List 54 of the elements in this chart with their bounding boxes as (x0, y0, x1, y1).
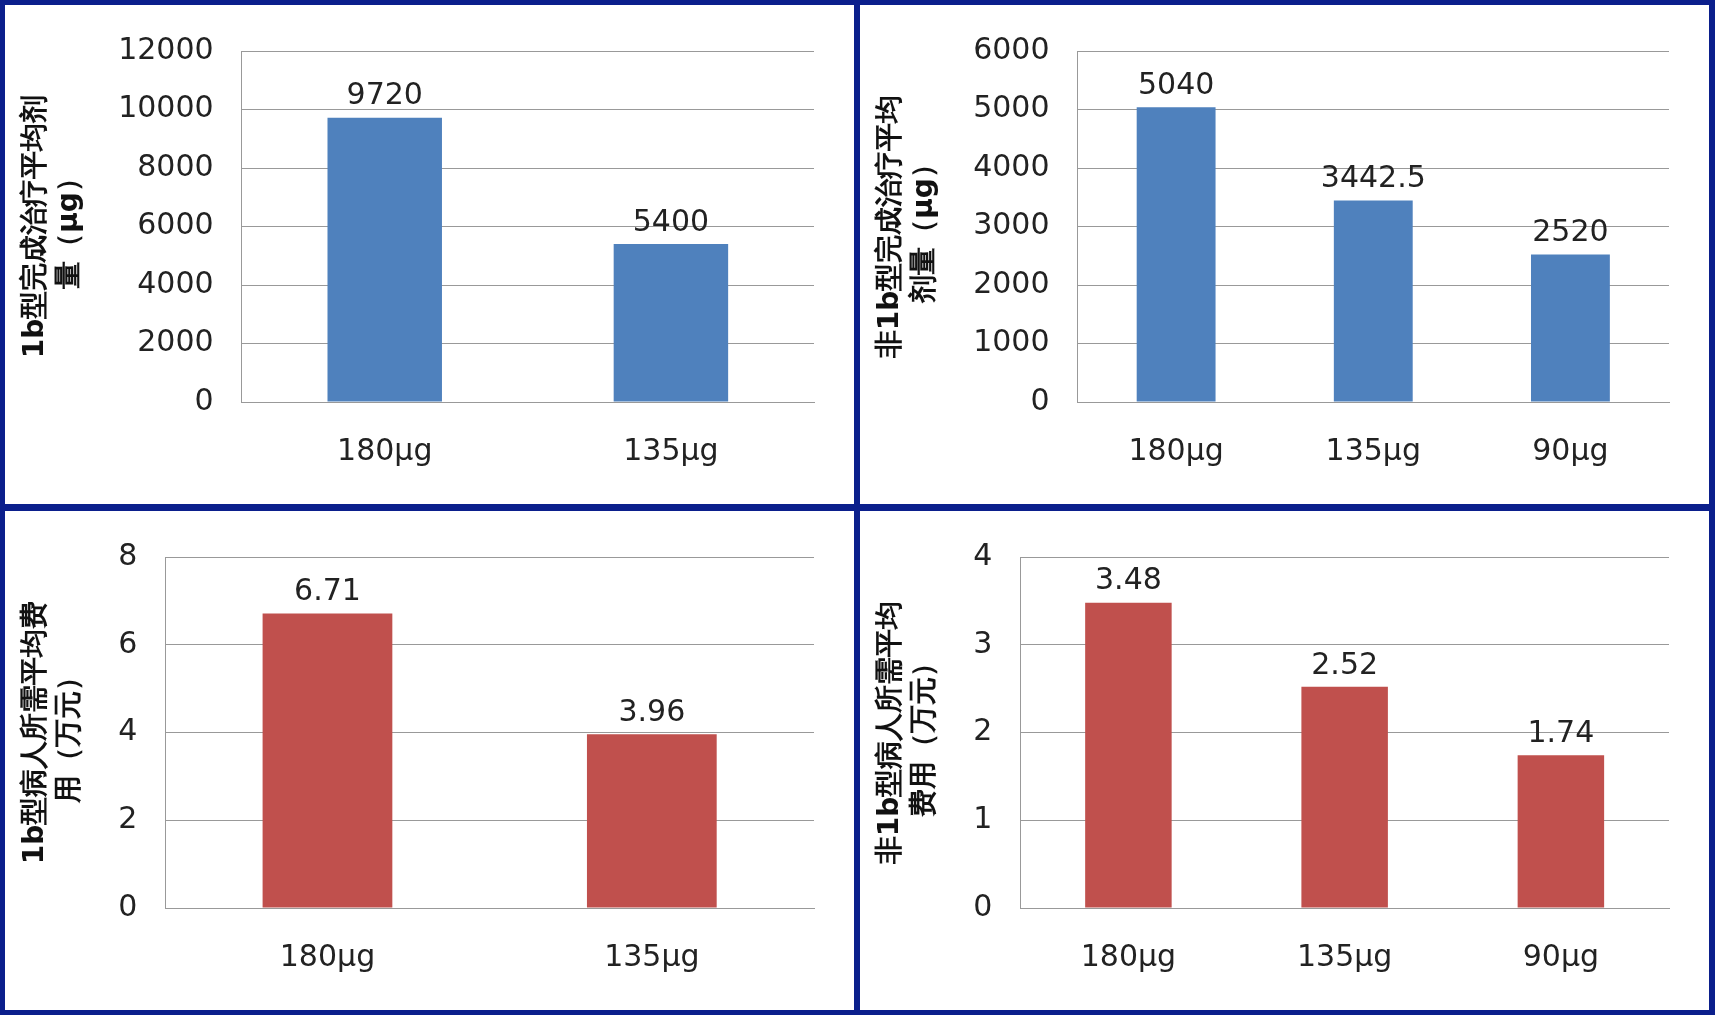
data-label: 5040 (1137, 65, 1215, 101)
data-label: 6.71 (294, 571, 361, 607)
y-tick-label: 3000 (973, 206, 1050, 242)
y-tick-label: 8000 (137, 147, 214, 183)
y-tick-label: 6000 (137, 206, 214, 242)
y-tick-label: 0 (1030, 381, 1050, 417)
y-axis-title: 1b型完成治疗平均剂量（μg） (17, 94, 84, 359)
y-tick-label: 2 (118, 799, 138, 835)
x-tick-label: 180μg (337, 431, 433, 467)
y-tick-label: 2000 (137, 323, 214, 359)
y-axis-title: 非1b型完成治疗平均剂量（μg） (872, 94, 939, 360)
bar (1530, 254, 1610, 402)
y-tick-label: 2000 (973, 264, 1050, 300)
y-tick-label: 4000 (137, 264, 214, 300)
x-tick-label: 135μg (1296, 937, 1393, 973)
y-tick-label: 8 (118, 536, 138, 572)
x-tick-label: 180μg (1080, 937, 1177, 973)
y-tick-label: 6000 (973, 30, 1050, 66)
data-label: 3.48 (1095, 560, 1162, 596)
data-label: 9720 (346, 76, 423, 112)
x-tick-label: 135μg (623, 431, 719, 467)
x-tick-label: 90μg (1532, 431, 1609, 467)
y-tick-label: 10000 (118, 89, 214, 125)
y-tick-label: 4000 (973, 147, 1050, 183)
y-tick-label: 0 (118, 887, 138, 923)
y-tick-label: 1000 (973, 323, 1050, 359)
bar (1136, 107, 1216, 402)
y-axis-title: 非1b型病人所需平均费用（万元） (872, 600, 939, 865)
x-tick-label: 135μg (604, 937, 700, 973)
y-tick-label: 1 (973, 799, 993, 835)
data-label: 3.96 (618, 692, 686, 728)
data-label: 2520 (1532, 213, 1609, 249)
y-tick-label: 5000 (973, 89, 1050, 125)
x-tick-label: 135μg (1325, 431, 1421, 467)
y-tick-label: 4 (973, 536, 993, 572)
x-tick-label: 90μg (1522, 937, 1600, 973)
y-tick-label: 2 (973, 711, 993, 747)
y-tick-label: 0 (973, 887, 993, 923)
y-tick-label: 4 (118, 711, 138, 747)
x-tick-label: 180μg (279, 937, 376, 973)
bar (1301, 686, 1388, 907)
y-tick-label: 6 (118, 624, 138, 660)
y-axis-title: 1b型病人所需平均费用（万元） (17, 600, 84, 864)
data-label: 1.74 (1527, 713, 1595, 749)
y-tick-label: 0 (194, 381, 214, 417)
bar (1517, 754, 1605, 907)
bar (1085, 602, 1172, 907)
y-tick-label: 3 (973, 624, 993, 660)
data-label: 3442.5 (1320, 159, 1426, 195)
x-tick-label: 180μg (1128, 431, 1224, 467)
bar (1333, 200, 1413, 402)
y-tick-label: 12000 (118, 30, 214, 66)
data-label: 2.52 (1311, 645, 1379, 681)
data-label: 5400 (632, 202, 710, 238)
